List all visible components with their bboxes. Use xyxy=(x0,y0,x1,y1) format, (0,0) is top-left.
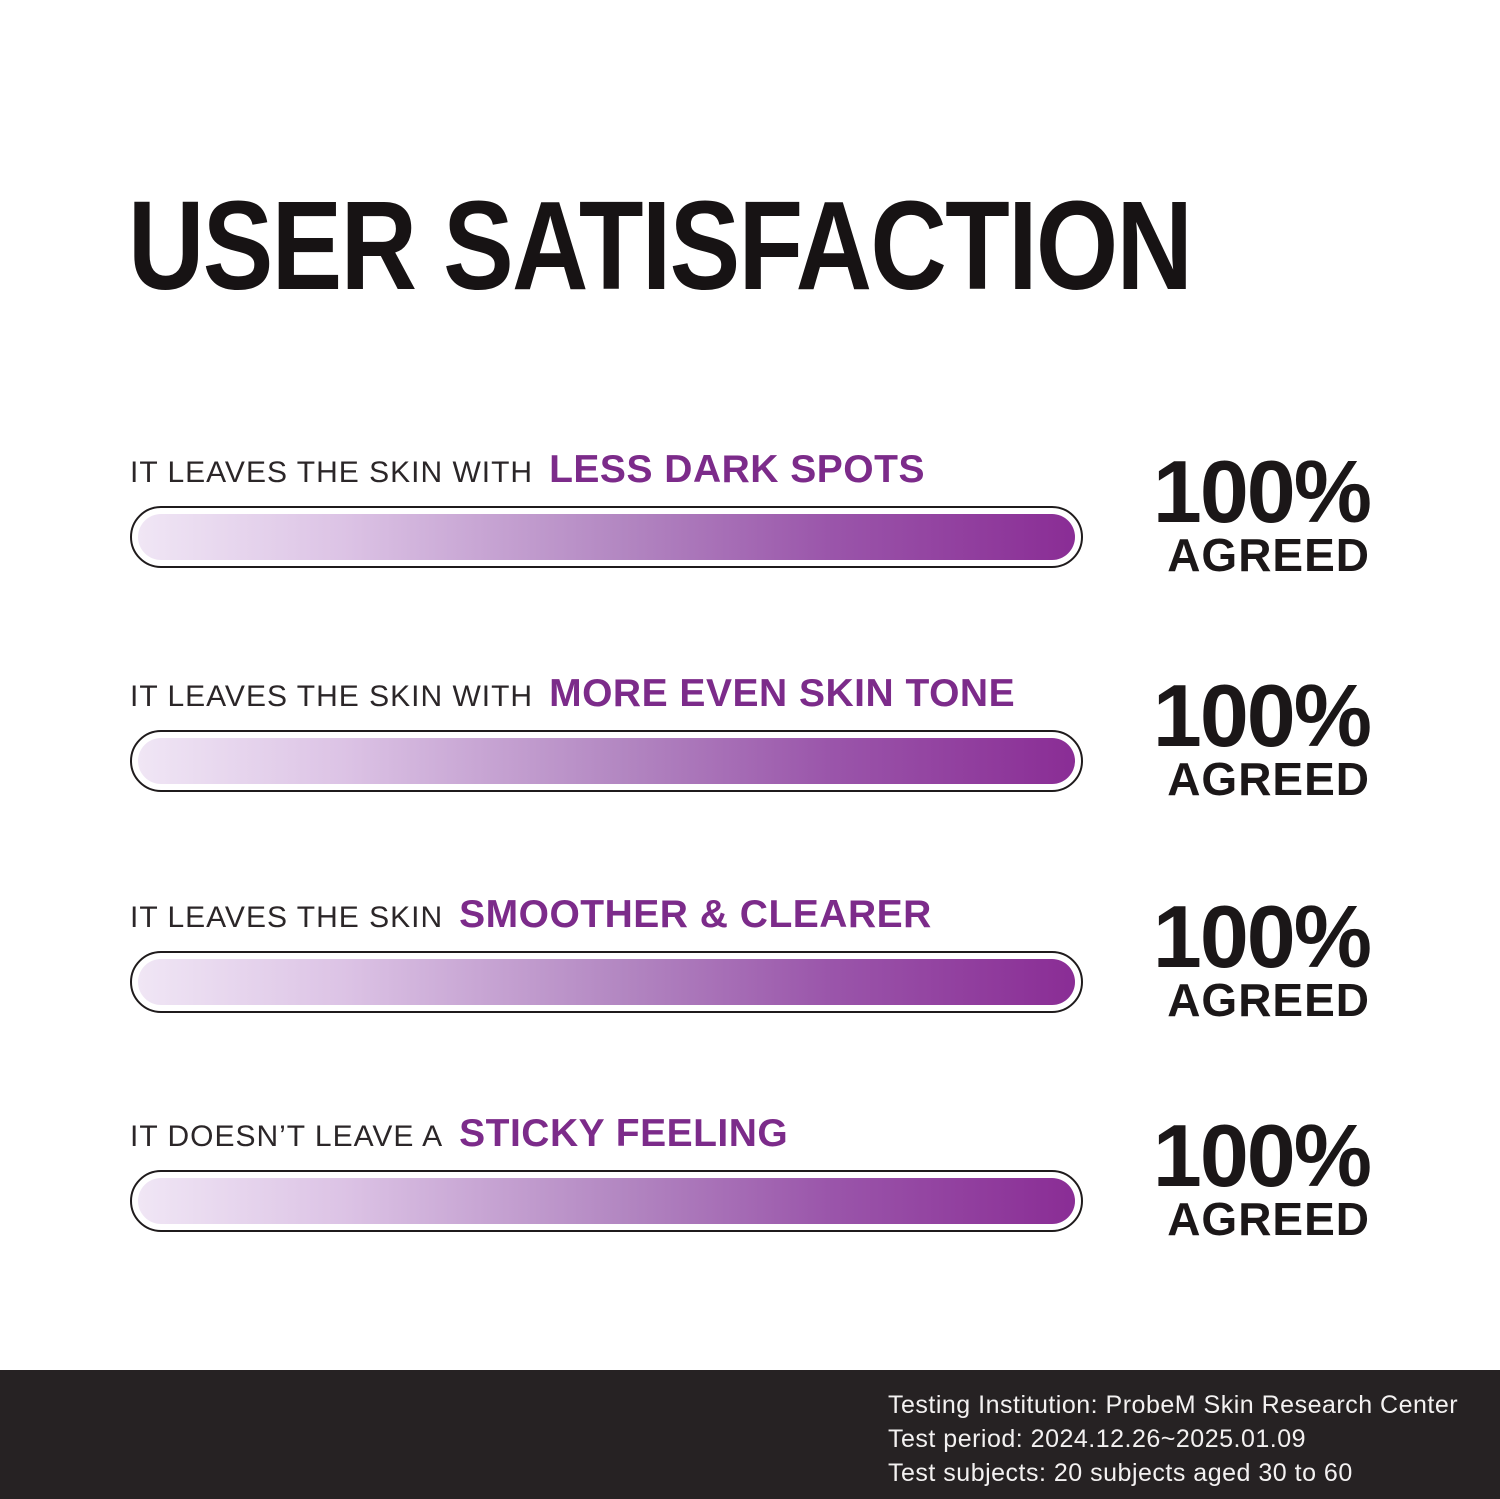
progress-bar-fill xyxy=(138,514,1075,560)
satisfaction-row: IT DOESN’T LEAVE A STICKY FEELING 100% A… xyxy=(130,1112,1372,1244)
footer-test-details: Testing Institution: ProbeM Skin Researc… xyxy=(888,1388,1458,1490)
stat-block: 100% AGREED xyxy=(1152,666,1372,805)
satisfaction-row: IT LEAVES THE SKIN SMOOTHER & CLEARER 10… xyxy=(130,893,1372,1025)
row-label: IT LEAVES THE SKIN WITH MORE EVEN SKIN T… xyxy=(130,672,1370,724)
stat-block: 100% AGREED xyxy=(1152,1106,1372,1245)
footer-test-period: Test period: 2024.12.26~2025.01.09 xyxy=(888,1425,1307,1453)
row-label-highlight: LESS DARK SPOTS xyxy=(549,448,925,491)
stat-agreed-label: AGREED xyxy=(1167,1193,1370,1245)
stat-agreed-label: AGREED xyxy=(1167,529,1370,581)
progress-bar-fill xyxy=(138,738,1075,784)
row-label-prefix: IT LEAVES THE SKIN WITH xyxy=(130,456,534,489)
stat-block: 100% AGREED xyxy=(1152,887,1372,1026)
row-label: IT DOESN’T LEAVE A STICKY FEELING xyxy=(130,1112,1370,1164)
satisfaction-row: IT LEAVES THE SKIN WITH LESS DARK SPOTS … xyxy=(130,448,1372,580)
page-title: USER SATISFACTION xyxy=(128,175,1193,316)
stat-agreed-label: AGREED xyxy=(1167,974,1370,1026)
row-label: IT LEAVES THE SKIN WITH LESS DARK SPOTS xyxy=(130,448,1370,500)
row-label: IT LEAVES THE SKIN SMOOTHER & CLEARER xyxy=(130,893,1370,945)
stat-block: 100% AGREED xyxy=(1152,442,1372,581)
row-label-highlight: STICKY FEELING xyxy=(459,1112,789,1155)
progress-bar-fill xyxy=(138,959,1075,1005)
progress-bar-fill xyxy=(138,1178,1075,1224)
row-label-highlight: SMOOTHER & CLEARER xyxy=(459,893,932,936)
row-label-prefix: IT LEAVES THE SKIN xyxy=(130,901,444,934)
progress-bar-track xyxy=(130,951,1083,1013)
progress-bar-track xyxy=(130,730,1083,792)
footer: Testing Institution: ProbeM Skin Researc… xyxy=(0,1370,1500,1499)
stat-percentage: 100% xyxy=(1152,1106,1372,1205)
row-label-prefix: IT DOESN’T LEAVE A xyxy=(130,1120,444,1153)
stat-percentage: 100% xyxy=(1152,666,1372,765)
satisfaction-row: IT LEAVES THE SKIN WITH MORE EVEN SKIN T… xyxy=(130,672,1372,804)
progress-bar-track xyxy=(130,1170,1083,1232)
row-label-prefix: IT LEAVES THE SKIN WITH xyxy=(130,680,534,713)
footer-test-subjects: Test subjects: 20 subjects aged 30 to 60 xyxy=(888,1459,1353,1487)
stat-percentage: 100% xyxy=(1152,442,1372,541)
footer-testing-institution: Testing Institution: ProbeM Skin Researc… xyxy=(888,1391,1459,1419)
stat-agreed-label: AGREED xyxy=(1167,753,1370,805)
stat-percentage: 100% xyxy=(1152,887,1372,986)
progress-bar-track xyxy=(130,506,1083,568)
row-label-highlight: MORE EVEN SKIN TONE xyxy=(549,672,1016,715)
